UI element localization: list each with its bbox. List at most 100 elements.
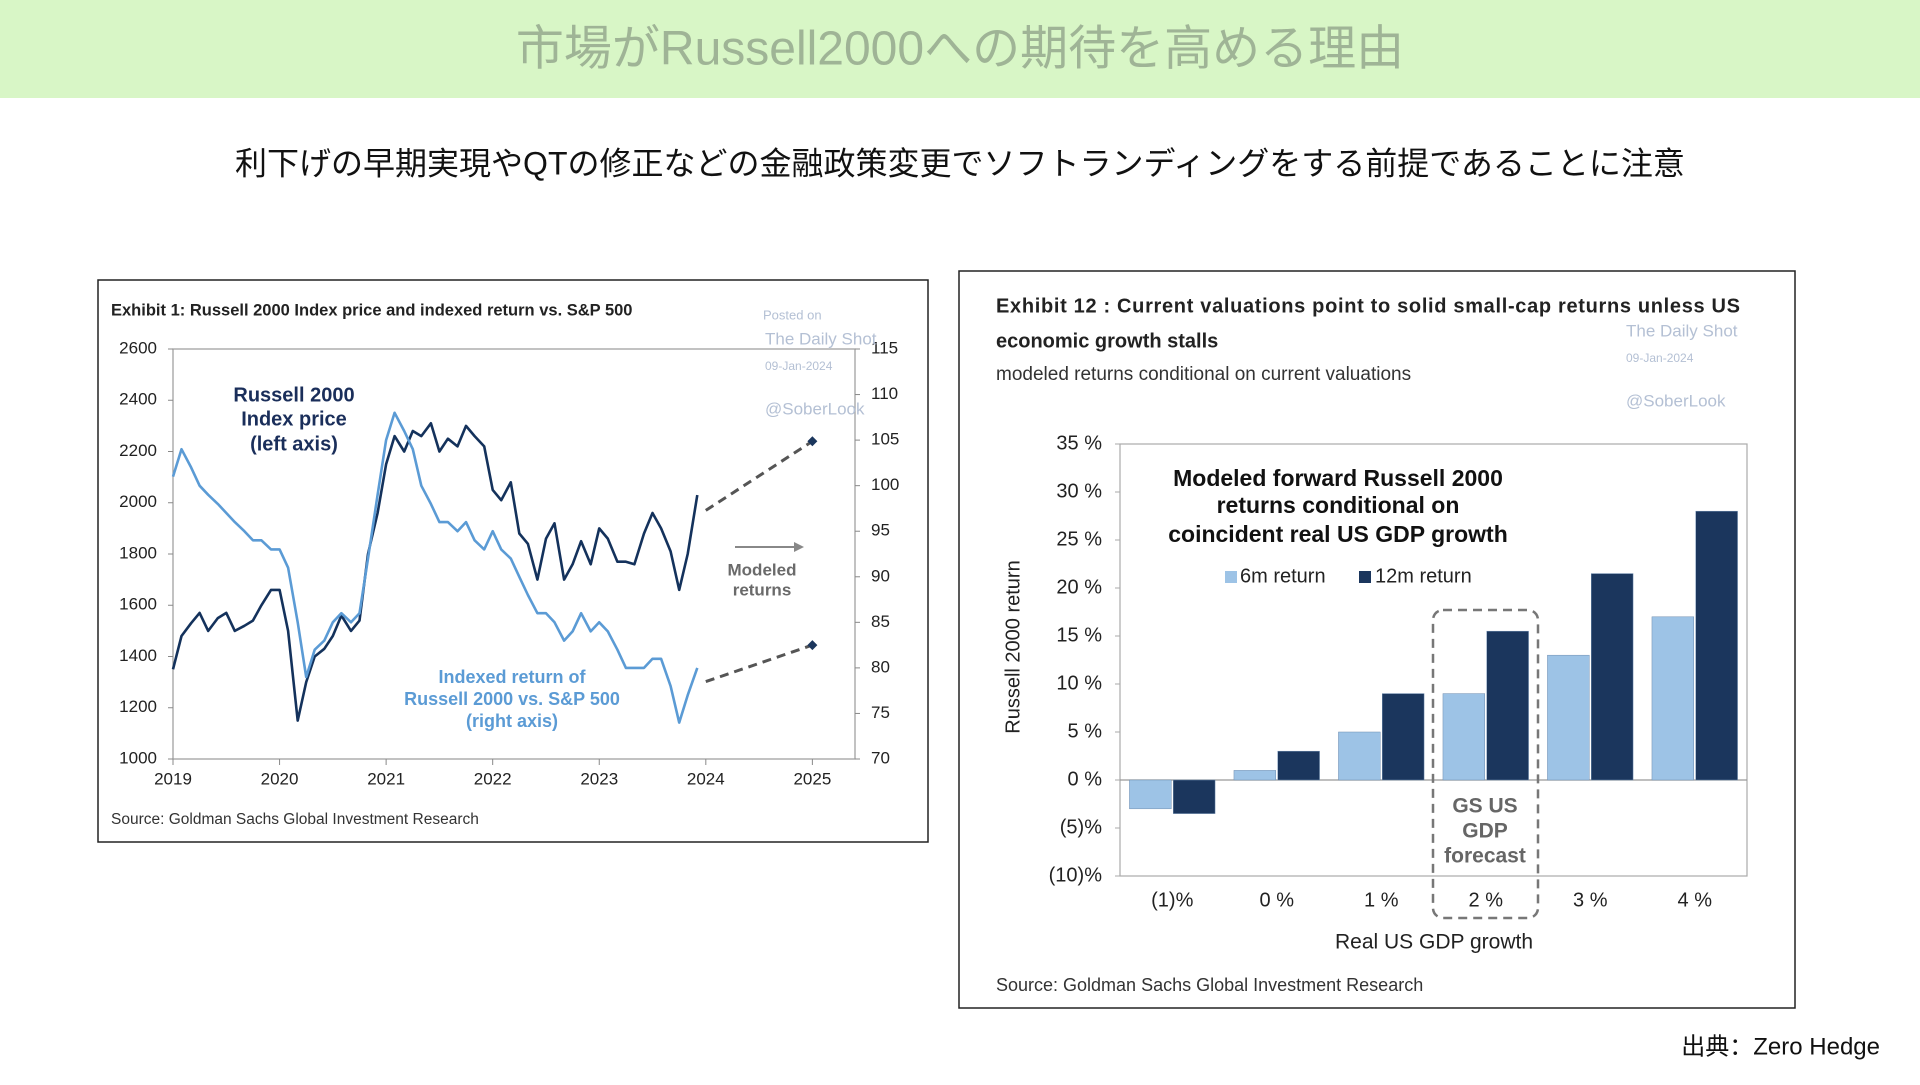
bar <box>1695 510 1738 781</box>
series-line <box>171 411 699 724</box>
y-tick-label: 1400 <box>119 646 157 665</box>
annotation: returns <box>733 580 792 599</box>
bar <box>1591 573 1634 781</box>
annotation: Modeled <box>728 560 797 579</box>
bar <box>1277 750 1320 781</box>
y2-tick-label: 100 <box>871 475 899 494</box>
y2-tick-label: 70 <box>871 748 890 767</box>
x-tick-label: 2021 <box>367 769 405 788</box>
x-tick-label: 2023 <box>580 769 618 788</box>
slide-subtitle: 利下げの早期実現やQTの修正などの金融政策変更でソフトランディングをする前提であ… <box>235 145 1685 181</box>
annotation: Russell 2000 vs. S&P 500 <box>404 689 620 709</box>
callout-text: GS US <box>1452 795 1517 818</box>
annotation: (left axis) <box>250 433 338 455</box>
x-tick-label: 1 % <box>1364 889 1399 911</box>
source: Source: Goldman Sachs Global Investment … <box>111 811 479 828</box>
x-axis-label: Real US GDP growth <box>1335 931 1533 954</box>
annotation: Indexed return of <box>438 667 586 687</box>
credit: 出典：Zero Hedge <box>1681 1033 1880 1060</box>
callout-text: GDP <box>1462 820 1508 843</box>
y2-tick-label: 80 <box>871 657 890 676</box>
plot-area <box>1119 443 1748 877</box>
watermark: @SoberLook <box>765 399 865 418</box>
series-line <box>705 643 813 684</box>
bar <box>1442 693 1485 781</box>
watermark: 09-Jan-2024 <box>1626 351 1694 365</box>
annotation: Index price <box>241 408 347 430</box>
y2-tick-label: 115 <box>871 338 898 357</box>
series-line <box>704 440 814 512</box>
end-marker <box>807 436 818 447</box>
y-tick-label: 20 % <box>1056 576 1102 598</box>
slide-title: 市場がRussell2000への期待を高める理由 <box>516 23 1404 76</box>
inner-title: Modeled forward Russell 2000 <box>1173 465 1503 491</box>
bar <box>1651 616 1694 781</box>
bar <box>1129 779 1172 810</box>
watermark: The Daily Shot <box>765 329 877 348</box>
chart-title: Exhibit 12 : Current valuations point to… <box>996 295 1740 317</box>
y-tick-label: (10)% <box>1049 864 1103 886</box>
x-tick-label: 2025 <box>793 769 831 788</box>
y2-tick-label: 75 <box>871 703 890 722</box>
y2-tick-label: 90 <box>871 566 890 585</box>
y-tick-label: 15 % <box>1056 624 1102 646</box>
watermark: Posted on <box>763 307 822 322</box>
bar <box>1486 630 1529 781</box>
y-tick-label: 25 % <box>1056 528 1102 550</box>
y-tick-label: 10 % <box>1056 672 1102 694</box>
bar <box>1173 779 1216 814</box>
legend-swatch <box>1225 571 1237 583</box>
y2-tick-label: 105 <box>871 430 899 449</box>
x-tick-label: 0 % <box>1260 889 1295 911</box>
y-tick-label: 2400 <box>119 390 157 409</box>
chart-subtitle: modeled returns conditional on current v… <box>996 364 1411 385</box>
y2-tick-label: 95 <box>871 521 890 540</box>
x-tick-label: 2019 <box>154 769 192 788</box>
y-axis-label: Russell 2000 return <box>1002 560 1024 733</box>
chart-title: Exhibit 1: Russell 2000 Index price and … <box>111 301 632 319</box>
x-tick-label: 3 % <box>1573 889 1608 911</box>
y-tick-label: 1000 <box>119 748 157 767</box>
watermark: @SoberLook <box>1626 391 1726 410</box>
y-tick-label: 2600 <box>119 338 157 357</box>
y-tick-label: 2000 <box>119 492 157 511</box>
y2-tick-label: 110 <box>871 384 898 403</box>
inner-title: coincident real US GDP growth <box>1168 521 1508 547</box>
y-tick-label: 2200 <box>119 441 157 460</box>
legend-swatch <box>1359 571 1371 583</box>
callout-text: forecast <box>1444 845 1526 868</box>
bar <box>1547 654 1590 781</box>
x-tick-label: 2022 <box>474 769 512 788</box>
bar <box>1233 770 1276 781</box>
y-tick-label: 30 % <box>1056 480 1102 502</box>
x-tick-label: (1)% <box>1151 889 1193 911</box>
callout-box <box>1431 608 1540 920</box>
watermark: The Daily Shot <box>1626 321 1738 340</box>
y-tick-label: 1600 <box>119 595 157 614</box>
bar <box>1338 731 1381 781</box>
source: Source: Goldman Sachs Global Investment … <box>996 975 1423 995</box>
inner-title: returns conditional on <box>1217 492 1460 518</box>
y-tick-label: 35 % <box>1056 432 1102 454</box>
y-tick-label: 0 % <box>1068 768 1103 790</box>
legend-label: 12m return <box>1375 565 1472 587</box>
y2-tick-label: 85 <box>871 612 890 631</box>
x-tick-label: 2020 <box>261 769 299 788</box>
bar <box>1382 693 1425 781</box>
x-tick-label: 4 % <box>1678 889 1713 911</box>
y-tick-label: 5 % <box>1068 720 1103 742</box>
series-line <box>171 422 699 722</box>
y-tick-label: 1200 <box>119 697 157 716</box>
chart-title: economic growth stalls <box>996 330 1218 352</box>
y-tick-label: 1800 <box>119 543 157 562</box>
end-marker <box>807 640 818 651</box>
header-bar <box>0 0 1920 98</box>
legend-label: 6m return <box>1240 565 1326 587</box>
x-tick-label: 2 % <box>1469 889 1504 911</box>
x-tick-label: 2024 <box>687 769 725 788</box>
annotation-arrowhead <box>794 542 804 552</box>
annotation: Russell 2000 <box>233 384 354 406</box>
y-tick-label: (5)% <box>1060 816 1102 838</box>
